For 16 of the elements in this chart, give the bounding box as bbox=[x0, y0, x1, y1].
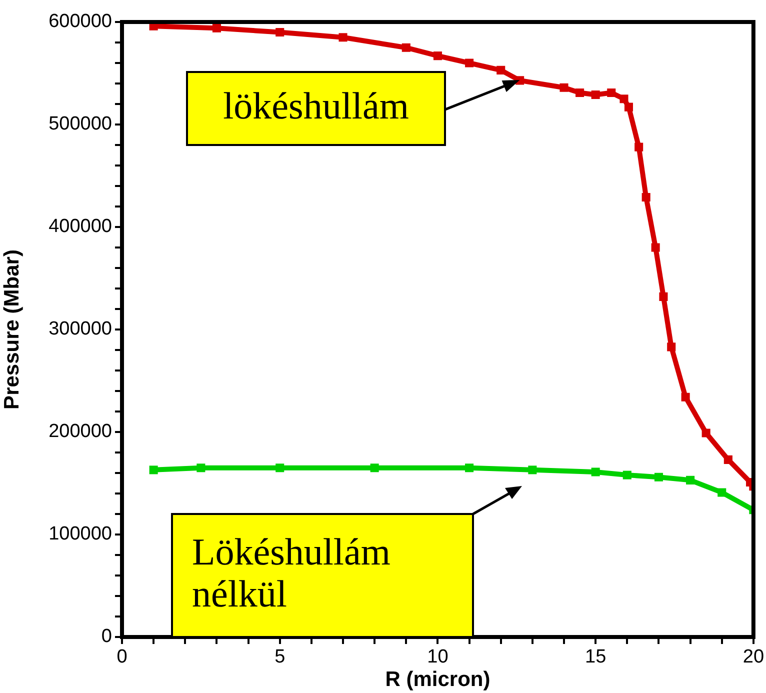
x-tick-label: 10 bbox=[427, 646, 448, 668]
y-tick-label: 400000 bbox=[48, 216, 112, 238]
y-tick-label: 600000 bbox=[48, 11, 112, 32]
x-tick-label: 20 bbox=[742, 646, 764, 668]
x-tick-label: 5 bbox=[274, 646, 286, 668]
x-axis-title: R (micron) bbox=[385, 668, 490, 692]
y-tick-label: 300000 bbox=[48, 318, 112, 340]
y-tick-label: 100000 bbox=[48, 524, 112, 545]
y-tick-label: 200000 bbox=[48, 421, 112, 442]
y-tick-label: 0 bbox=[101, 626, 112, 648]
annotation: Lökéshullám nélkül bbox=[192, 532, 390, 616]
y-axis-title: Pressure (Mbar) bbox=[0, 250, 24, 410]
annotation: lökéshullám bbox=[223, 85, 409, 128]
y-tick-label: 500000 bbox=[48, 114, 112, 135]
x-tick-label: 0 bbox=[116, 646, 128, 668]
x-tick-label: 15 bbox=[585, 646, 606, 668]
